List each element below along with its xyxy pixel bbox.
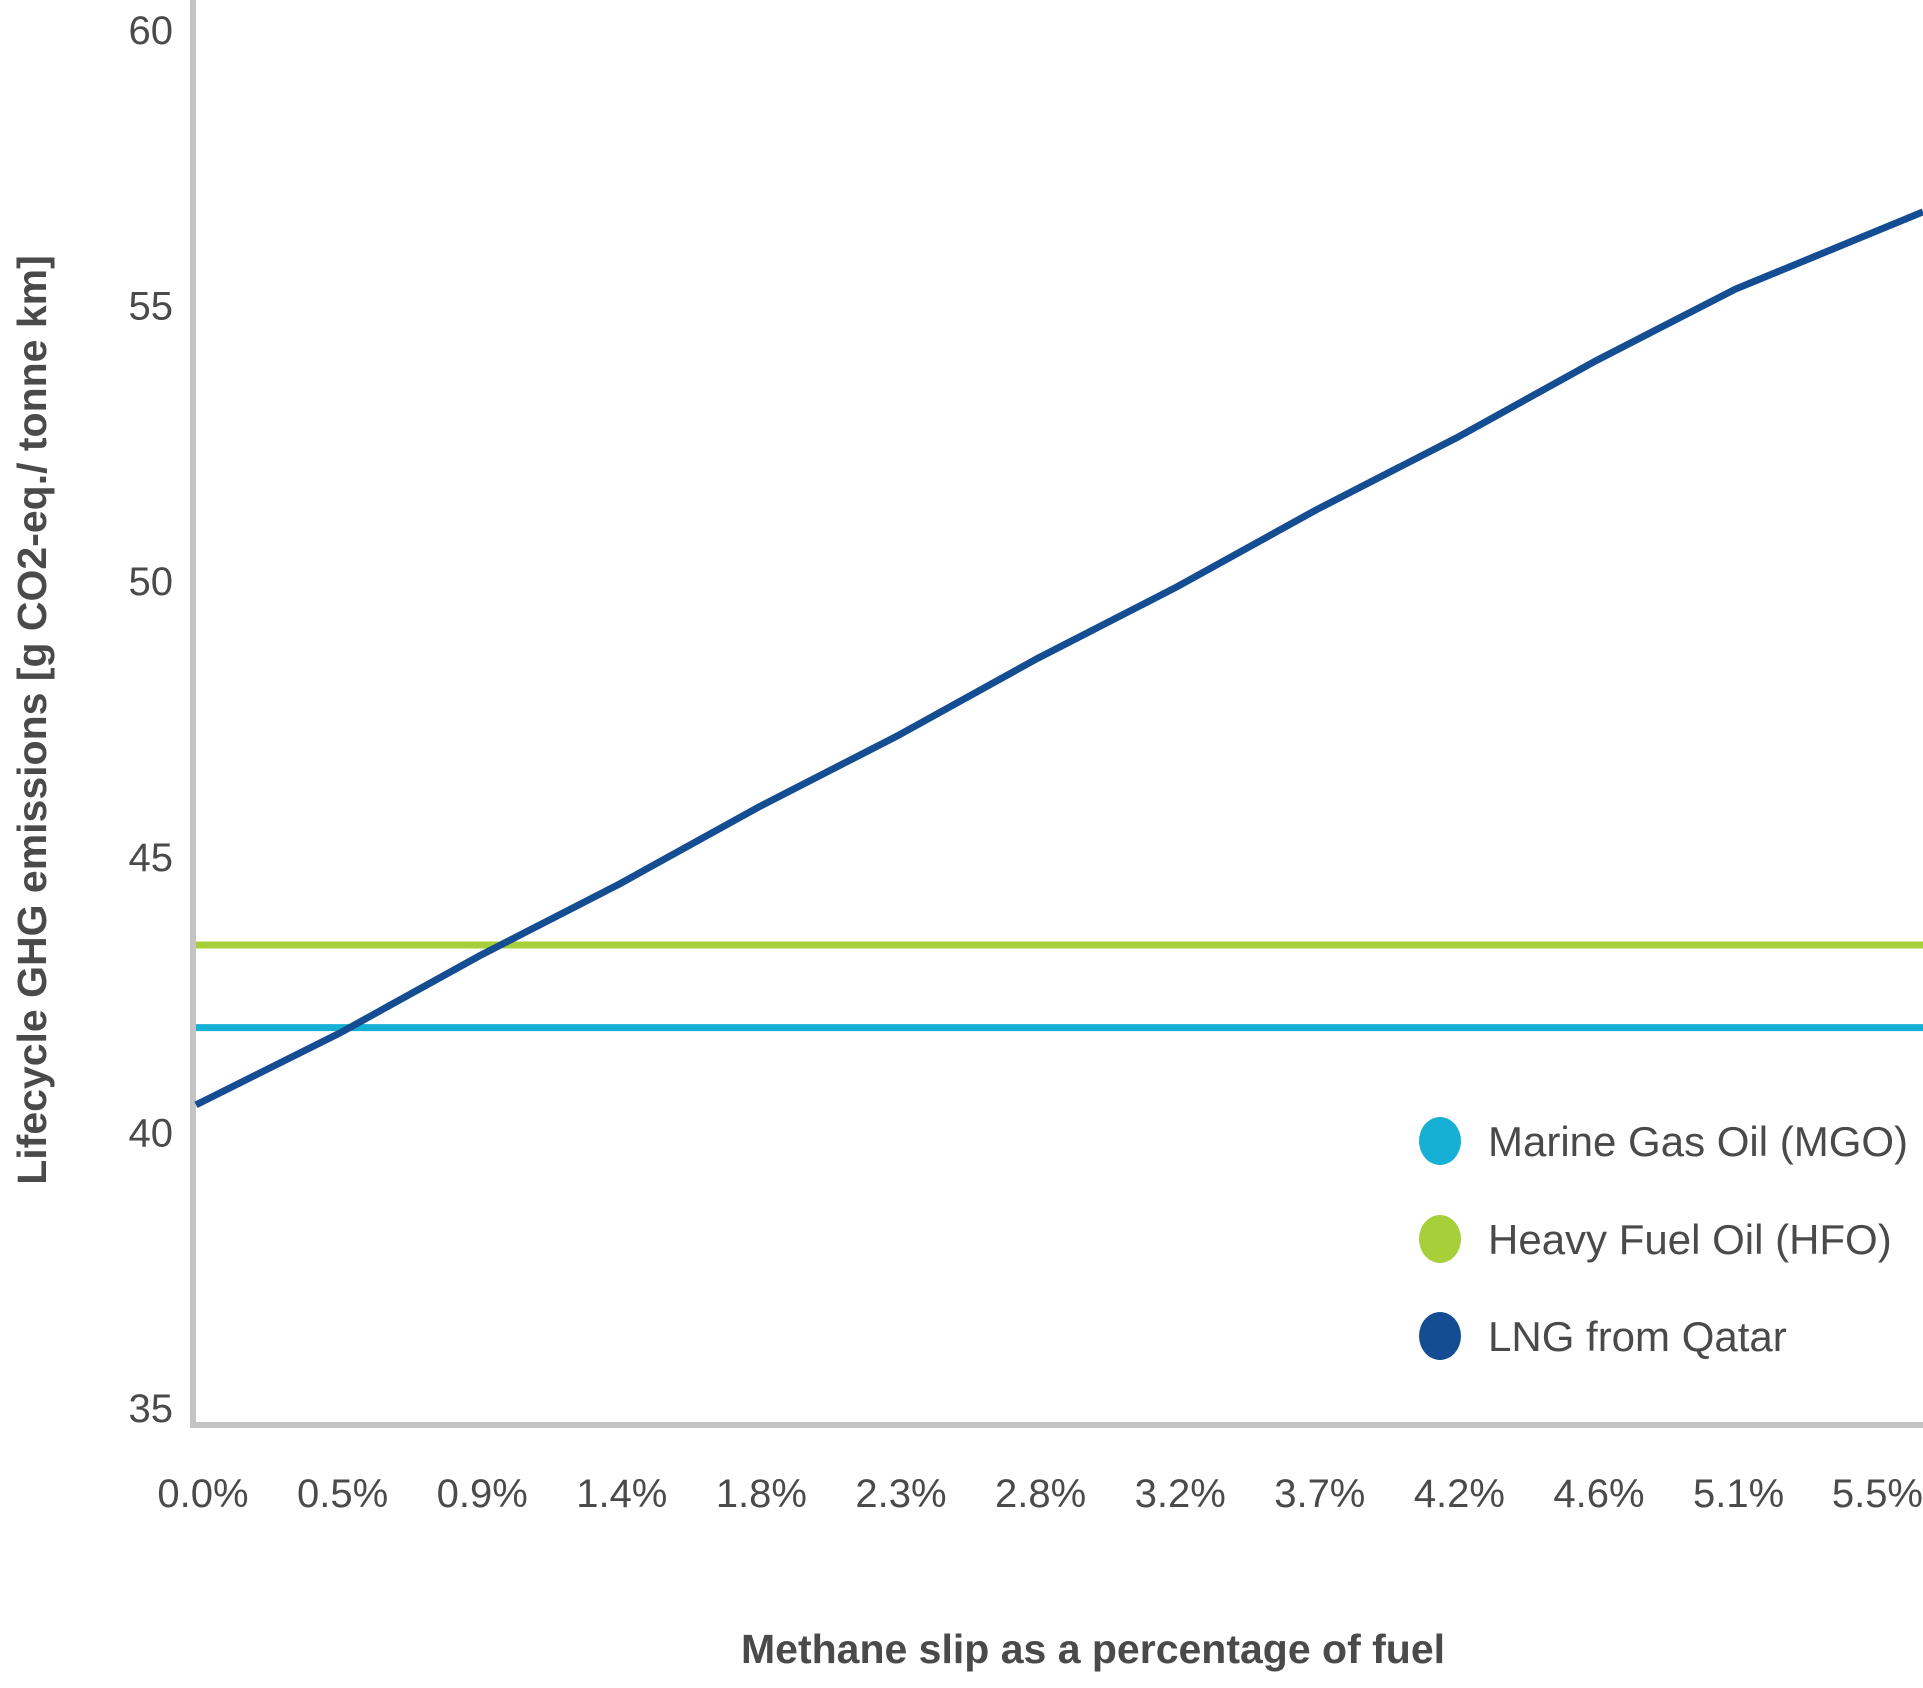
x-tick-label: 3.7% xyxy=(1274,1472,1365,1516)
y-tick-label: 50 xyxy=(129,560,174,604)
x-tick-label: 3.2% xyxy=(1135,1472,1226,1516)
legend-marker xyxy=(1419,1117,1461,1165)
y-tick-label: 40 xyxy=(129,1111,174,1155)
axes xyxy=(190,0,1923,1428)
legend-label: Heavy Fuel Oil (HFO) xyxy=(1488,1216,1892,1263)
x-tick-label: 5.1% xyxy=(1693,1472,1784,1516)
legend-label: LNG from Qatar xyxy=(1488,1313,1787,1360)
x-tick-label: 1.8% xyxy=(716,1472,807,1516)
legend-label: Marine Gas Oil (MGO) xyxy=(1488,1118,1908,1165)
x-tick-label: 0.9% xyxy=(437,1472,528,1516)
x-tick-label: 5.5% xyxy=(1832,1472,1923,1516)
legend-marker xyxy=(1419,1215,1461,1263)
series-line-2 xyxy=(194,208,1923,1108)
legend-marker xyxy=(1419,1312,1461,1360)
x-tick-label: 0.0% xyxy=(157,1472,248,1516)
x-tick-labels: 0.0% 0.5% 0.9% 1.4% 1.8% 2.3% 2.8% 3.2% 3.7% 4.2%… xyxy=(157,1472,1923,1516)
y-tick-label: 35 xyxy=(129,1387,174,1431)
x-tick-label: 4.2% xyxy=(1414,1472,1505,1516)
x-tick-label: 2.8% xyxy=(995,1472,1086,1516)
y-tick-label: 60 xyxy=(129,9,174,53)
series-lines xyxy=(194,208,1923,1108)
x-axis-label: Methane slip as a percentage of fuel xyxy=(741,1626,1445,1672)
legend: Marine Gas Oil (MGO) Heavy Fuel Oil (HFO)… xyxy=(1419,1117,1908,1360)
x-tick-label: 0.5% xyxy=(297,1472,388,1516)
y-tick-label: 45 xyxy=(129,836,174,880)
x-tick-label: 1.4% xyxy=(576,1472,667,1516)
y-axis-label: Lifecycle GHG emissions [g CO2-eq./ tonn… xyxy=(9,255,55,1185)
x-tick-label: 2.3% xyxy=(855,1472,946,1516)
y-tick-label: 55 xyxy=(129,285,174,329)
x-tick-label: 4.6% xyxy=(1553,1472,1644,1516)
y-tick-labels: 35 40 45 50 55 60 xyxy=(129,9,174,1431)
